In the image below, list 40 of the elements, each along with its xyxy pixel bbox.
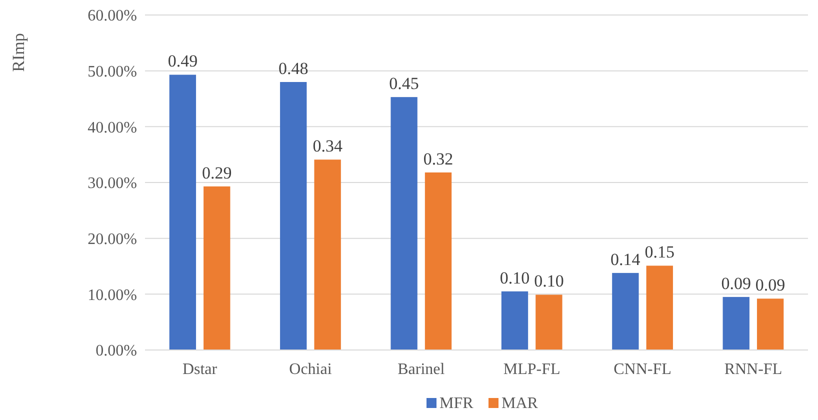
data-label: 0.10	[500, 268, 530, 288]
data-label: 0.14	[610, 250, 641, 269]
data-label: 0.45	[389, 74, 419, 94]
data-label: 0.10	[534, 272, 564, 291]
bar	[536, 294, 562, 350]
x-tick-label: MLP-FL	[503, 361, 560, 378]
x-tick-label: CNN-FL	[614, 361, 672, 378]
bar	[390, 97, 418, 350]
legend-label: MFR	[440, 395, 474, 412]
y-tick-label: 10.00%	[88, 286, 137, 304]
bar	[314, 160, 341, 350]
data-label: 0.15	[644, 242, 674, 262]
bar	[169, 74, 196, 350]
bar	[280, 82, 307, 350]
y-tick-label: 20.00%	[88, 230, 137, 248]
y-tick-label: 40.00%	[88, 119, 137, 136]
data-label: 0.49	[168, 52, 198, 71]
y-tick-label: 0.00%	[96, 342, 137, 360]
y-tick-label: 50.00%	[88, 63, 137, 80]
data-label: 0.09	[721, 274, 751, 293]
bar	[424, 172, 452, 350]
x-tick-label: Ochiai	[289, 361, 332, 378]
bar	[756, 298, 784, 350]
data-label: 0.32	[423, 149, 454, 168]
y-tick-label: 60.00%	[88, 8, 137, 25]
y-tick-label: 30.00%	[88, 175, 137, 192]
bar	[612, 272, 639, 350]
bar	[722, 296, 750, 350]
data-label: 0.34	[312, 136, 343, 156]
x-tick-label: Dstar	[182, 361, 218, 378]
data-label: 0.48	[278, 59, 308, 78]
y-axis-title: RImp	[9, 33, 28, 72]
x-tick-label: Barinel	[398, 361, 446, 378]
bar	[646, 266, 673, 350]
x-tick-label: RNN-FL	[724, 361, 782, 378]
data-label: 0.09	[755, 276, 786, 295]
legend-label: MAR	[502, 395, 538, 412]
bar	[501, 291, 528, 350]
bar	[204, 186, 230, 350]
data-label: 0.29	[202, 163, 232, 182]
